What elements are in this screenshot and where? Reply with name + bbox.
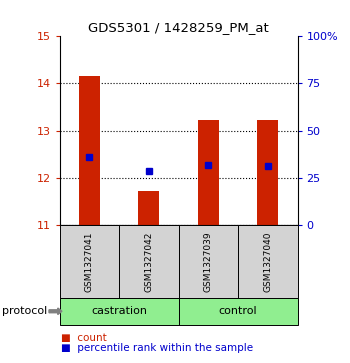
Bar <box>198 120 219 225</box>
Bar <box>60 225 119 298</box>
Text: GSM1327039: GSM1327039 <box>204 231 213 292</box>
Text: GSM1327040: GSM1327040 <box>263 231 272 291</box>
Text: ■  count: ■ count <box>61 333 107 343</box>
Bar <box>79 76 100 225</box>
Title: GDS5301 / 1428259_PM_at: GDS5301 / 1428259_PM_at <box>88 21 269 34</box>
Bar <box>60 298 178 325</box>
Text: ■  percentile rank within the sample: ■ percentile rank within the sample <box>61 343 253 354</box>
Bar <box>138 191 159 225</box>
Bar <box>178 298 298 325</box>
Text: control: control <box>219 306 257 316</box>
Bar <box>178 225 238 298</box>
Text: GSM1327042: GSM1327042 <box>144 231 153 291</box>
Bar <box>257 120 278 225</box>
Text: GSM1327041: GSM1327041 <box>85 231 94 291</box>
Bar <box>119 225 178 298</box>
Bar <box>238 225 298 298</box>
Text: protocol: protocol <box>2 306 47 316</box>
Text: castration: castration <box>91 306 147 316</box>
